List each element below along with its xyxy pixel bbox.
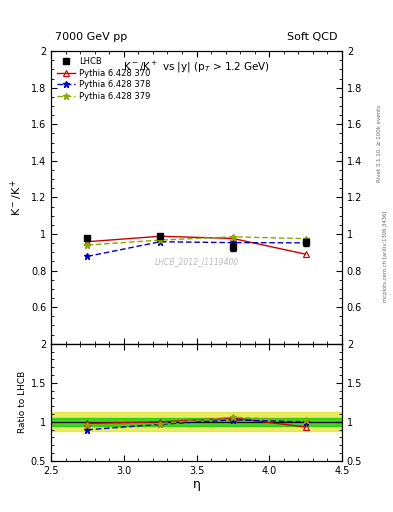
Text: Rivet 3.1.10, ≥ 100k events: Rivet 3.1.10, ≥ 100k events xyxy=(377,105,382,182)
Text: K$^-$/K$^+$ vs |y| (p$_{T}$ > 1.2 GeV): K$^-$/K$^+$ vs |y| (p$_{T}$ > 1.2 GeV) xyxy=(123,60,270,75)
Text: 7000 GeV pp: 7000 GeV pp xyxy=(55,32,127,42)
Text: mcplots.cern.ch [arXiv:1306.3436]: mcplots.cern.ch [arXiv:1306.3436] xyxy=(383,210,387,302)
Y-axis label: Ratio to LHCB: Ratio to LHCB xyxy=(18,371,27,434)
Text: Soft QCD: Soft QCD xyxy=(288,32,338,42)
X-axis label: η: η xyxy=(193,478,200,492)
Text: LHCB_2012_I1119400: LHCB_2012_I1119400 xyxy=(154,258,239,266)
Y-axis label: K$^-$/K$^+$: K$^-$/K$^+$ xyxy=(9,179,25,216)
Legend: LHCB, Pythia 6.428 370, Pythia 6.428 378, Pythia 6.428 379: LHCB, Pythia 6.428 370, Pythia 6.428 378… xyxy=(55,55,152,102)
